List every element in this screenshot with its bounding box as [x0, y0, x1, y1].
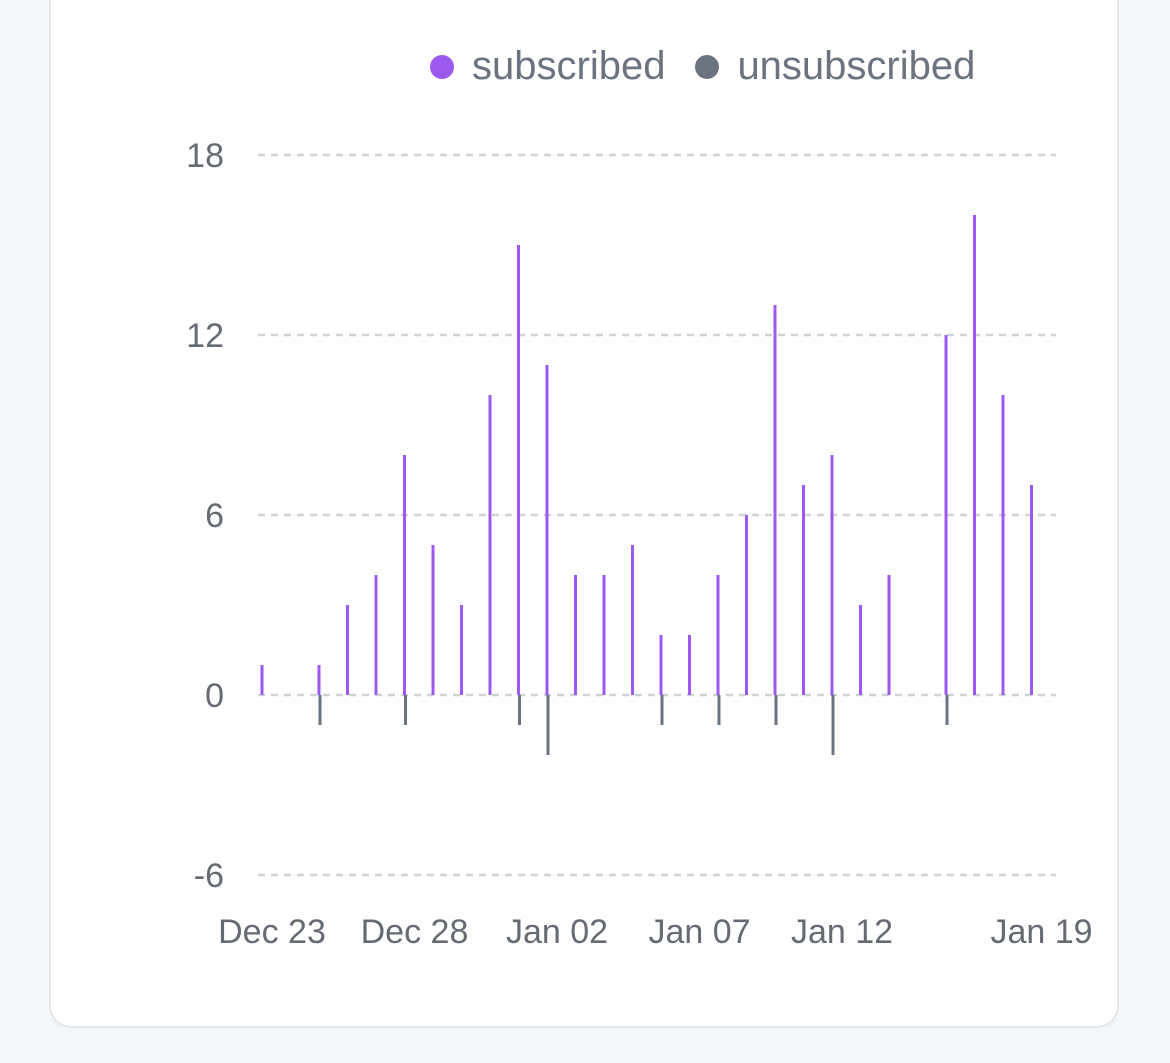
- legend-label-unsubscribed: unsubscribed: [737, 44, 976, 88]
- legend-swatch-unsubscribed: [695, 54, 720, 79]
- legend-item-subscribed[interactable]: subscribed: [430, 44, 665, 89]
- y-axis-ticks: 18 12 6 0 -6: [186, 137, 224, 895]
- y-tick-label: 12: [186, 317, 224, 355]
- legend-swatch-subscribed: [430, 54, 454, 79]
- x-axis-ticks: Dec 23 Dec 28 Jan 02 Jan 07 Jan 12 Jan 19: [218, 913, 1092, 951]
- x-tick-label: Jan 02: [506, 913, 608, 951]
- x-tick-label: Jan 07: [648, 913, 750, 951]
- y-tick-label: 6: [205, 497, 224, 535]
- legend-item-unsubscribed[interactable]: unsubscribed: [695, 44, 975, 89]
- grid-lines: [258, 153, 1056, 877]
- chart-legend: subscribed unsubscribed: [430, 44, 975, 89]
- legend-label-subscribed: subscribed: [472, 44, 666, 88]
- x-tick-label: Jan 19: [990, 913, 1092, 951]
- y-tick-label: 18: [186, 137, 224, 175]
- x-tick-label: Dec 28: [361, 913, 469, 951]
- y-tick-label: -6: [194, 857, 224, 895]
- y-tick-label: 0: [205, 677, 224, 715]
- bars: [260, 215, 1033, 755]
- x-tick-label: Dec 23: [218, 913, 326, 951]
- x-tick-label: Jan 12: [791, 913, 893, 951]
